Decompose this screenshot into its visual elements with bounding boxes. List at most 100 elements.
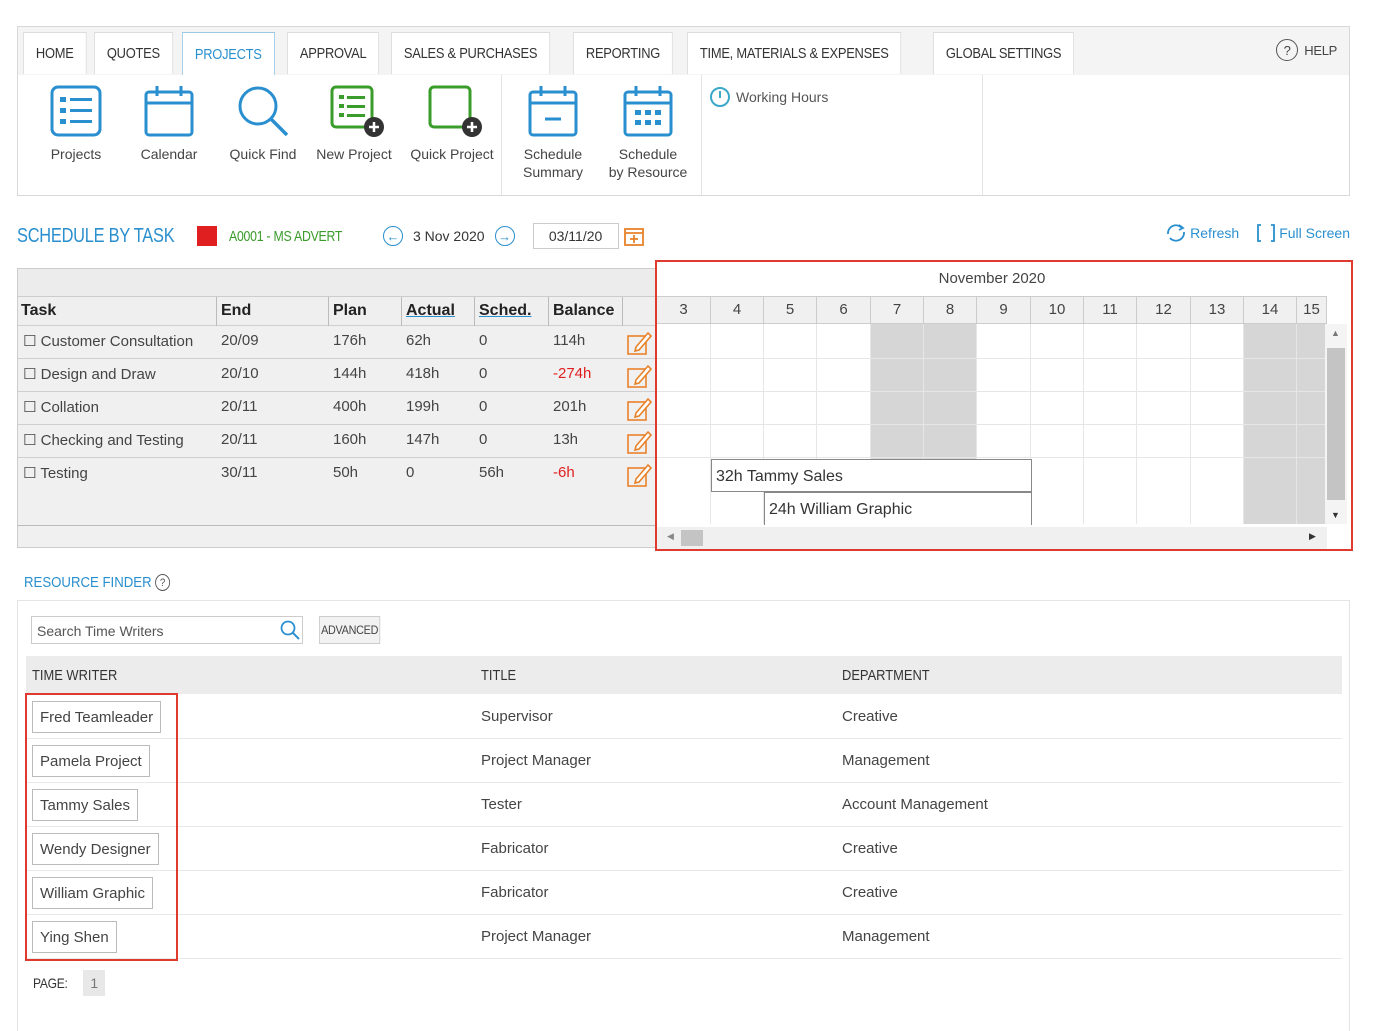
current-date-label: 3 Nov 2020 xyxy=(412,228,485,244)
task-row[interactable]: ☐ Customer Consultation 20/09 176h 62h 0… xyxy=(18,326,656,359)
edit-icon[interactable] xyxy=(626,330,652,356)
gantt-day: 9 xyxy=(977,296,1031,324)
writer-department: Creative xyxy=(842,840,898,857)
table-row: Fred Teamleader Supervisor Creative xyxy=(26,695,1342,739)
working-hours-button[interactable]: Working Hours xyxy=(710,87,828,107)
projects-button[interactable]: Projects xyxy=(40,83,112,163)
schedule-summary-button[interactable]: Schedule Summary xyxy=(516,83,590,181)
schedule-summary-icon xyxy=(528,86,578,137)
col-title-header[interactable]: TITLE xyxy=(481,667,517,684)
gantt-day: 15 xyxy=(1297,296,1327,324)
prev-date-icon[interactable]: ← xyxy=(382,226,403,246)
full-screen-button[interactable]: Full Screen xyxy=(1279,225,1350,241)
main-tabs: HOME QUOTES PROJECTS APPROVAL SALES & PU… xyxy=(18,27,1089,76)
working-hours-label: Working Hours xyxy=(736,89,829,105)
task-row[interactable]: ☐ Testing 30/11 50h 0 56h -6h xyxy=(18,458,656,491)
col-department-header[interactable]: DEPARTMENT xyxy=(842,667,930,684)
search-icon[interactable] xyxy=(280,620,300,640)
next-date-icon[interactable]: → xyxy=(494,226,515,246)
edit-icon[interactable] xyxy=(626,429,652,455)
edit-icon[interactable] xyxy=(626,396,652,422)
project-link[interactable]: A0001 - MS ADVERT xyxy=(228,227,343,245)
page-number-button[interactable]: 1 xyxy=(83,970,106,996)
time-writer-chip[interactable]: Wendy Designer xyxy=(32,833,159,865)
task-name: ☐ Design and Draw xyxy=(23,366,156,383)
scrollbar-thumb[interactable] xyxy=(1327,348,1345,500)
help-button[interactable]: ? HELP xyxy=(1276,39,1337,61)
edit-icon[interactable] xyxy=(626,363,652,389)
tab-sales-purchases[interactable]: SALES & PURCHASES xyxy=(391,32,551,74)
gantt-day: 7 xyxy=(871,296,924,324)
col-balance-header[interactable]: Balance xyxy=(553,302,615,319)
quick-project-button[interactable]: Quick Project xyxy=(406,83,498,163)
date-picker-icon[interactable] xyxy=(623,225,645,247)
table-row: Pamela Project Project Manager Managemen… xyxy=(26,739,1342,783)
new-project-icon xyxy=(330,85,384,137)
edit-icon[interactable] xyxy=(626,462,652,488)
gantt-day: 3 xyxy=(657,296,711,324)
schedule-by-resource-button[interactable]: Schedule by Resource xyxy=(604,83,692,181)
calendar-label: Calendar xyxy=(140,146,198,162)
resource-finder-title: RESOURCE FINDER ? xyxy=(24,574,171,591)
gantt-row-line xyxy=(657,391,1325,392)
scroll-up-icon[interactable]: ▲ xyxy=(1331,328,1340,338)
scroll-right-icon[interactable]: ▶ xyxy=(1309,531,1316,541)
task-plan: 50h xyxy=(333,464,359,481)
help-icon[interactable]: ? xyxy=(155,574,171,591)
time-writer-chip[interactable]: Fred Teamleader xyxy=(32,701,162,733)
task-actual: 0 xyxy=(406,464,415,481)
writer-department: Account Management xyxy=(842,796,988,813)
gantt-day: 10 xyxy=(1031,296,1084,324)
task-balance: -6h xyxy=(553,464,575,481)
time-writer-chip[interactable]: Pamela Project xyxy=(32,745,150,777)
task-actual: 418h xyxy=(406,365,440,382)
task-sched: 0 xyxy=(479,431,488,448)
tab-home[interactable]: HOME xyxy=(23,32,87,74)
new-project-button[interactable]: New Project xyxy=(313,83,395,163)
tab-reporting[interactable]: REPORTING xyxy=(573,32,674,74)
tab-projects[interactable]: PROJECTS xyxy=(182,32,275,76)
col-time-writer-header[interactable]: TIME WRITER xyxy=(32,667,118,684)
resource-table-header: TIME WRITER TITLE DEPARTMENT xyxy=(26,656,1342,694)
gantt-day: 8 xyxy=(924,296,977,324)
schedule-by-resource-label-1: Schedule xyxy=(618,146,678,162)
writer-department: Creative xyxy=(842,708,898,725)
full-screen-icon[interactable] xyxy=(1255,222,1277,244)
col-actual-header[interactable]: Actual xyxy=(406,302,455,319)
gantt-allocation-bar[interactable]: 24h William Graphic xyxy=(764,492,1032,525)
col-plan-header[interactable]: Plan xyxy=(333,302,367,319)
col-sched-header[interactable]: Sched. xyxy=(479,302,532,319)
tab-approval[interactable]: APPROVAL xyxy=(286,32,380,74)
search-time-writers-input[interactable]: Search Time Writers xyxy=(31,616,303,644)
refresh-icon[interactable] xyxy=(1164,222,1188,244)
quick-find-button[interactable]: Quick Find xyxy=(223,83,303,163)
schedule-summary-label-2: Summary xyxy=(523,164,583,180)
col-task-header[interactable]: Task xyxy=(21,302,57,319)
task-row[interactable]: ☐ Design and Draw 20/10 144h 418h 0 -274… xyxy=(18,359,656,392)
time-writer-chip[interactable]: William Graphic xyxy=(32,877,154,909)
tab-global-settings[interactable]: GLOBAL SETTINGS xyxy=(933,32,1075,74)
task-name: ☐ Testing xyxy=(23,465,88,482)
tab-time-materials-expenses[interactable]: TIME, MATERIALS & EXPENSES xyxy=(686,32,902,74)
scroll-down-icon[interactable]: ▼ xyxy=(1331,510,1340,520)
top-navigation: HOME QUOTES PROJECTS APPROVAL SALES & PU… xyxy=(17,26,1350,196)
task-row[interactable]: ☐ Checking and Testing 20/11 160h 147h 0… xyxy=(18,425,656,458)
calendar-button[interactable]: Calendar xyxy=(133,83,205,163)
advanced-search-button[interactable]: ADVANCED xyxy=(319,616,381,644)
gantt-month-label: November 2020 xyxy=(938,270,1046,287)
task-end: 20/11 xyxy=(221,431,258,448)
col-end-header[interactable]: End xyxy=(221,302,252,319)
time-writer-chip[interactable]: Ying Shen xyxy=(32,921,117,953)
scroll-left-icon[interactable]: ◀ xyxy=(667,531,674,541)
scrollbar-thumb[interactable] xyxy=(681,530,703,546)
task-row[interactable]: ☐ Collation 20/11 400h 199h 0 201h xyxy=(18,392,656,425)
task-sched: 0 xyxy=(479,398,488,415)
tab-quotes[interactable]: QUOTES xyxy=(93,32,173,74)
gantt-allocation-bar[interactable]: 32h Tammy Sales xyxy=(711,459,1032,492)
task-balance: 201h xyxy=(553,398,587,415)
gantt-horizontal-scrollbar[interactable]: ◀ ▶ xyxy=(657,527,1327,549)
time-writer-chip[interactable]: Tammy Sales xyxy=(32,789,139,821)
refresh-button[interactable]: Refresh xyxy=(1190,225,1240,241)
help-label: HELP xyxy=(1304,42,1337,58)
date-input[interactable]: 03/11/20 xyxy=(532,223,619,249)
